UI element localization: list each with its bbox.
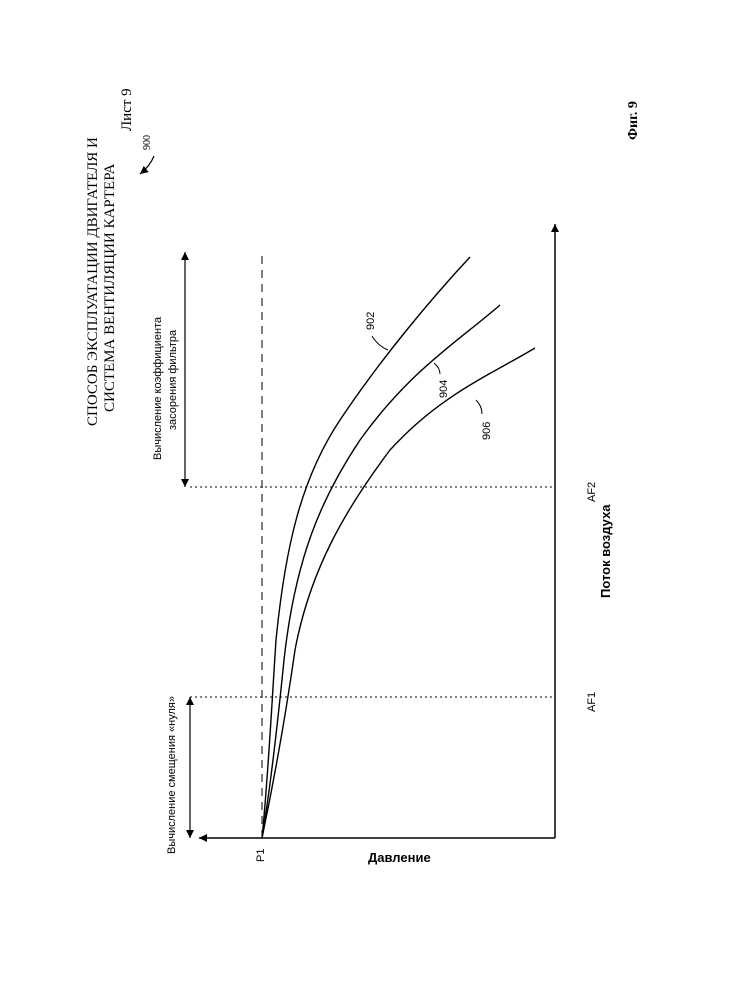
x-axis-label: Поток воздуха bbox=[598, 504, 613, 598]
page-header: СПОСОБ ЭКСПЛУАТАЦИИ ДВИГАТЕЛЯ И СИСТЕМА … bbox=[85, 88, 154, 426]
curve-904 bbox=[262, 305, 500, 838]
figure-reference-arrow bbox=[140, 156, 154, 174]
region-label-clogging-line1: Вычисление коэффициента bbox=[152, 316, 164, 460]
y-axis-label: Давление bbox=[368, 850, 431, 865]
axes bbox=[199, 224, 555, 838]
leader-906 bbox=[476, 400, 482, 414]
region-label-clogging-line2: засорения фильтра bbox=[167, 329, 179, 430]
leader-902 bbox=[372, 336, 388, 350]
header-title-line2: СИСТЕМА ВЕНТИЛЯЦИИ КАРТЕРА bbox=[102, 163, 118, 412]
curves bbox=[262, 257, 535, 838]
curve-label-906: 906 bbox=[481, 422, 493, 440]
region-label-zero-offset: Вычисление смещения «нуля» bbox=[166, 696, 178, 854]
tick-label-af1: AF1 bbox=[586, 692, 598, 712]
tick-label-p1: P1 bbox=[255, 849, 267, 862]
sheet-number: Лист 9 bbox=[119, 88, 135, 131]
figure-caption: Фиг. 9 bbox=[626, 101, 641, 140]
curve-902 bbox=[262, 257, 470, 838]
curve-label-904: 904 bbox=[438, 380, 450, 398]
curve-906 bbox=[262, 348, 535, 838]
curve-label-902: 902 bbox=[365, 312, 377, 330]
header-title-line1: СПОСОБ ЭКСПЛУАТАЦИИ ДВИГАТЕЛЯ И bbox=[85, 137, 101, 426]
leader-904 bbox=[434, 363, 440, 374]
tick-label-af2: AF2 bbox=[586, 482, 598, 502]
figure-reference-number: 900 bbox=[142, 135, 153, 150]
